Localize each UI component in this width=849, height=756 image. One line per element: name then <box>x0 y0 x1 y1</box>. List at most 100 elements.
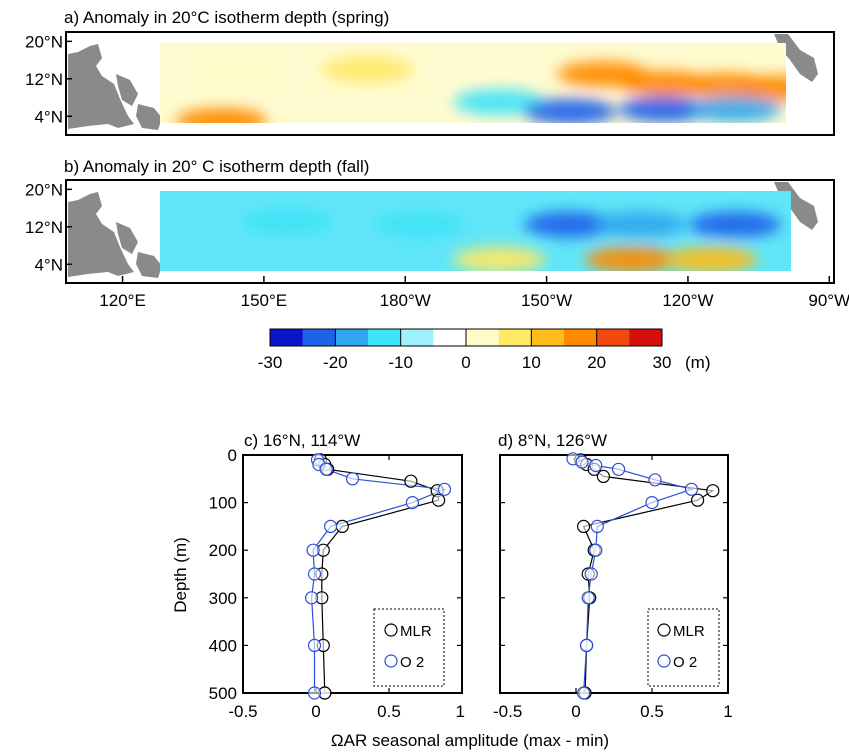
anomaly-blob-a-9 <box>524 98 617 123</box>
colorbar-segment-11 <box>596 329 630 346</box>
panel-b-frame <box>65 179 835 284</box>
colorbar-segment-8 <box>498 329 532 346</box>
legend-d-o2-label: O 2 <box>673 654 697 671</box>
point-o2-10 <box>584 567 598 581</box>
y-tick-label: 100 <box>209 494 237 513</box>
anomaly-blob-a-7 <box>175 108 268 123</box>
point-o2-3 <box>319 462 333 476</box>
land-mass-b <box>68 182 818 278</box>
colorbar: -30 -20 -10 0 10 20 30 (m) <box>258 328 710 372</box>
anomaly-blob-b-1 <box>241 209 334 236</box>
point-o2-6 <box>405 496 419 510</box>
point-mlr-7 <box>576 519 591 534</box>
anomaly-blob-a-10 <box>618 96 711 123</box>
anomaly-blob-b-8 <box>665 246 758 271</box>
panel-b-field <box>241 209 782 271</box>
panel-d-frame <box>499 454 729 694</box>
point-o2-9 <box>589 543 603 557</box>
anomaly-blob-b-3 <box>524 211 617 238</box>
panel-b-title: b) Anomaly in 20° C isotherm depth (fall… <box>64 157 369 176</box>
colorbar-label-6: 20 <box>587 353 606 372</box>
x-tick-label: 0.5 <box>640 702 664 721</box>
colorbar-segment-5 <box>400 329 434 346</box>
longitude-axis: 120°E 150°E 180°W 150°W 120°W 90°W <box>99 276 849 310</box>
anomaly-blob-b-4 <box>594 211 687 238</box>
point-mlr-5 <box>706 484 720 498</box>
lat-label-b-1: 20°N <box>25 180 63 199</box>
panel-a-field <box>175 56 786 123</box>
colorbar-segment-6 <box>433 329 467 346</box>
land-shape <box>136 252 162 278</box>
point-o2-4 <box>345 472 360 486</box>
anomaly-blob-b-6 <box>453 246 546 271</box>
land-shape <box>116 74 138 106</box>
point-o2-11 <box>307 638 322 653</box>
x-tick-label: 0 <box>571 702 580 721</box>
point-o2-7 <box>324 519 338 534</box>
point-o2-3 <box>589 458 603 473</box>
point-o2-5 <box>437 482 452 496</box>
point-o2-2 <box>575 455 589 469</box>
legend-d-mlr-marker <box>657 623 671 637</box>
colorbar-segment-12 <box>629 329 663 346</box>
x-axis-label: ΩAR seasonal amplitude (max - min) <box>331 731 609 750</box>
point-o2-12 <box>579 638 594 653</box>
anomaly-blob-b-7 <box>585 246 678 271</box>
point-o2-9 <box>307 567 322 581</box>
lat-label-a-1: 20°N <box>25 32 63 51</box>
anomaly-blob-a-5 <box>321 56 414 83</box>
point-o2-6 <box>684 482 699 496</box>
point-mlr-7 <box>335 519 349 534</box>
colorbar-segment-1 <box>270 329 304 346</box>
panel-b: b) Anomaly in 20° C isotherm depth (fall… <box>25 157 849 310</box>
point-o2-5 <box>648 473 662 487</box>
panel-b-lat-labels: 20°N 12°N 4°N <box>25 180 72 274</box>
colorbar-label-1: -30 <box>258 353 283 372</box>
anomaly-blob-b-2 <box>373 211 466 238</box>
anomaly-blob-a-4 <box>736 75 786 102</box>
colorbar-segment-4 <box>368 329 402 346</box>
lon-label-6: 90°W <box>808 291 849 310</box>
x-tick-label: 0 <box>311 702 320 721</box>
point-o2-8 <box>306 543 320 557</box>
colorbar-label-3: -10 <box>388 353 413 372</box>
anomaly-blob-a-8 <box>453 89 546 116</box>
anomaly-blob-a-6 <box>194 56 287 83</box>
legend-c-mlr-label: MLR <box>400 623 432 640</box>
point-mlr-4 <box>596 469 611 483</box>
lon-label-2: 150°E <box>241 291 288 310</box>
panel-a: a) Anomaly in 20°C isotherm depth (sprin… <box>25 8 835 136</box>
legend-c-mlr-marker <box>384 623 398 637</box>
y-tick-label: 500 <box>209 684 237 703</box>
x-tick-label: 1 <box>456 702 465 721</box>
colorbar-label-7: 30 <box>653 353 672 372</box>
point-mlr-4 <box>404 474 418 488</box>
panel-a-title: a) Anomaly in 20°C isotherm depth (sprin… <box>64 8 389 27</box>
colorbar-label-5: 10 <box>522 353 541 372</box>
lat-label-a-2: 12°N <box>25 70 63 89</box>
point-o2-7 <box>645 496 659 510</box>
panel-c-frame <box>242 454 463 694</box>
point-o2-10 <box>305 591 319 605</box>
legend-c-box <box>373 608 445 687</box>
panel-c-plot: -0.5 0 0.5 1 0 100 200 300 400 500 <box>209 446 465 721</box>
colorbar-segment-3 <box>335 329 369 346</box>
land-shape <box>68 192 134 277</box>
panel-d-title: d) 8°N, 126°W <box>498 431 607 450</box>
y-tick-label: 300 <box>209 589 237 608</box>
lat-label-b-3: 4°N <box>34 255 63 274</box>
lat-label-a-3: 4°N <box>34 107 63 126</box>
y-axis-label: Depth (m) <box>171 537 190 613</box>
panel-a-frame <box>65 31 835 136</box>
panel-d: d) 8°N, 126°W -0.5 0 0.5 1 MLR O 2 <box>493 431 733 721</box>
point-o2-12 <box>307 686 322 700</box>
y-tick-label: 400 <box>209 636 237 655</box>
colorbar-unit: (m) <box>685 353 710 372</box>
point-mlr-6 <box>432 493 446 507</box>
anomaly-blob-a-11 <box>689 96 782 123</box>
colorbar-label-4: 0 <box>461 353 470 372</box>
anomaly-blob-b-5 <box>689 211 782 238</box>
lon-label-3: 180°W <box>380 291 431 310</box>
x-tick-label: 1 <box>723 702 732 721</box>
